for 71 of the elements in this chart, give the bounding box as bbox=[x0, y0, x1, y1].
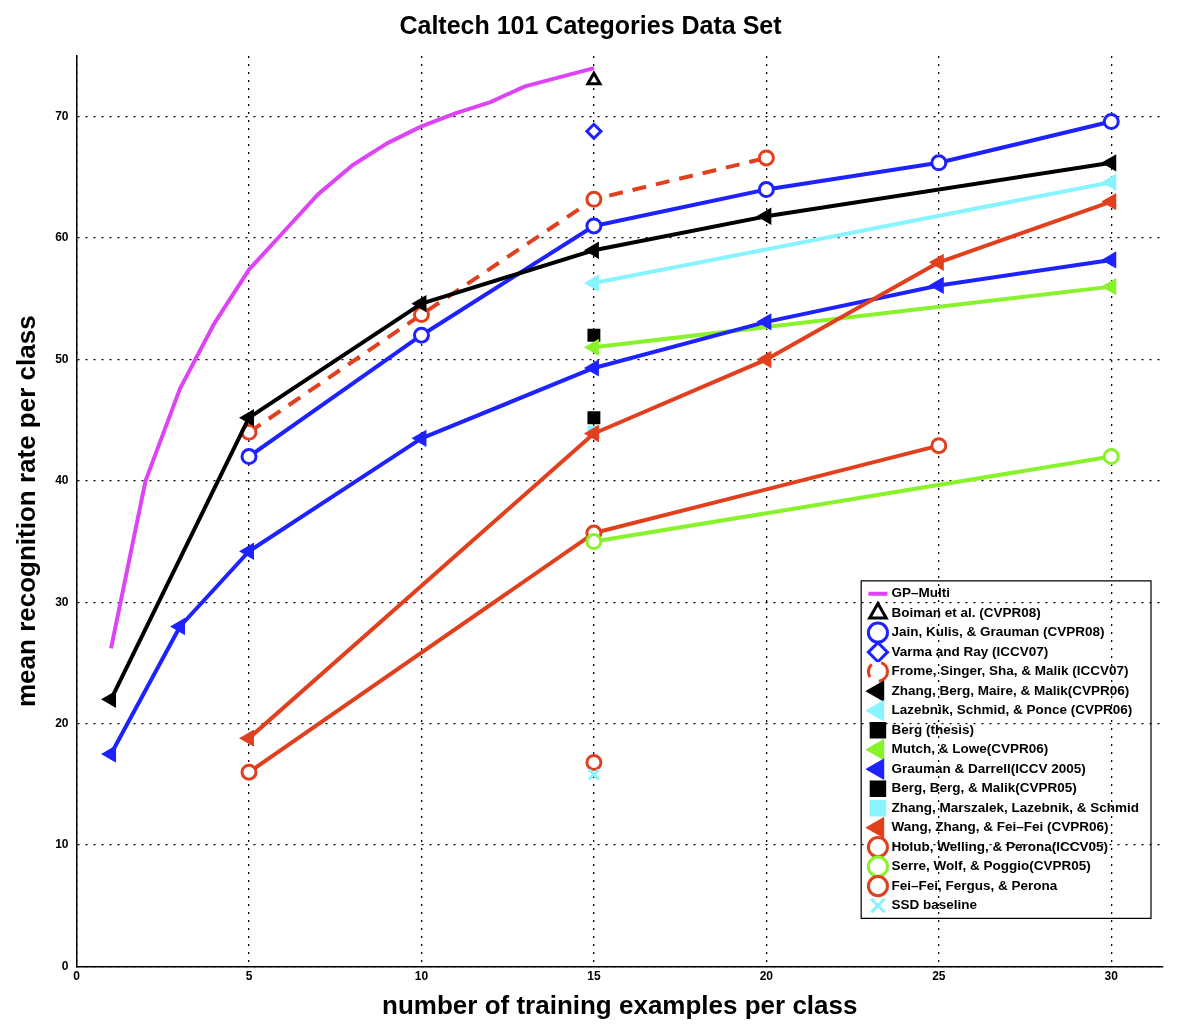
legend-label: Mutch, & Lowe(CVPR06) bbox=[891, 741, 1049, 757]
point bbox=[585, 242, 599, 258]
y-tick-label: 50 bbox=[55, 351, 69, 366]
point bbox=[412, 296, 427, 312]
legend-label: Zhang, Berg, Maire, & Malik(CVPR06) bbox=[891, 682, 1130, 698]
point bbox=[930, 437, 948, 455]
point bbox=[585, 533, 603, 551]
point bbox=[240, 410, 254, 426]
chart-title: Caltech 101 Categories Data Set bbox=[399, 10, 783, 39]
point bbox=[412, 430, 427, 446]
legend-label: Berg (thesis) bbox=[891, 721, 974, 737]
legend-label: Serre, Wolf, & Poggio(CVPR05) bbox=[891, 858, 1091, 874]
point bbox=[240, 448, 258, 466]
x-tick-label: 20 bbox=[759, 968, 774, 983]
point bbox=[240, 763, 258, 781]
point bbox=[102, 746, 117, 762]
legend-label: Holub, Welling, & Perona(ICCV05) bbox=[891, 838, 1108, 854]
point bbox=[585, 360, 599, 376]
point bbox=[930, 254, 944, 270]
legend-label: Varma and Ray (ICCV07) bbox=[891, 643, 1049, 659]
legend-label: SSD baseline bbox=[891, 897, 978, 913]
y-tick-label: 30 bbox=[55, 594, 69, 609]
point bbox=[586, 71, 602, 86]
y-tick-label: 60 bbox=[55, 230, 69, 245]
legend-label: Frome, Singer, Sha, & Malik (ICCV07) bbox=[891, 663, 1129, 679]
x-tick-label: 25 bbox=[932, 968, 946, 983]
point bbox=[412, 326, 430, 344]
point bbox=[1102, 155, 1117, 171]
legend-label: Jain, Kulis, & Grauman (CVPR08) bbox=[891, 624, 1105, 640]
point bbox=[585, 753, 603, 771]
point bbox=[1102, 194, 1117, 210]
point bbox=[585, 122, 603, 140]
y-tick-label: 40 bbox=[55, 473, 69, 488]
x-tick-label: 30 bbox=[1104, 968, 1119, 983]
point bbox=[240, 730, 254, 746]
point bbox=[757, 181, 775, 199]
point bbox=[102, 691, 117, 707]
point bbox=[930, 277, 944, 293]
point bbox=[585, 190, 603, 208]
point bbox=[587, 411, 601, 425]
y-tick-label: 70 bbox=[55, 109, 69, 124]
legend-label: GP–Multi bbox=[891, 585, 950, 601]
point bbox=[240, 543, 254, 559]
legend-label: Wang, Zhang, & Fei–Fei (CVPR06) bbox=[891, 819, 1109, 835]
point bbox=[587, 328, 601, 342]
x-tick-label: 15 bbox=[587, 968, 601, 983]
point bbox=[1102, 113, 1120, 131]
point bbox=[171, 618, 186, 635]
x-tick-label: 10 bbox=[414, 968, 429, 983]
point bbox=[757, 314, 772, 330]
legend-label: Berg, Berg, & Malik(CVPR05) bbox=[891, 780, 1077, 796]
x-axis-title: number of training examples per class bbox=[382, 989, 858, 1020]
y-tick-label: 10 bbox=[55, 837, 69, 852]
legend-label: Zhang, Marszalek, Lazebnik, & Schmid bbox=[891, 799, 1139, 815]
legend-label: Boiman et al. (CVPR08) bbox=[891, 604, 1041, 620]
point bbox=[757, 149, 775, 167]
legend-label: Lazebnik, Schmid, & Ponce (CVPR06) bbox=[891, 702, 1133, 718]
legend-label: Fei–Fei, Fergus, & Perona bbox=[891, 877, 1058, 893]
point bbox=[757, 208, 772, 224]
x-tick-label: 0 bbox=[73, 968, 81, 983]
legend-label: Grauman & Darrell(ICCV 2005) bbox=[891, 760, 1086, 776]
point bbox=[585, 217, 603, 235]
point bbox=[587, 768, 601, 782]
y-tick-label: 20 bbox=[55, 715, 69, 730]
point bbox=[930, 154, 948, 172]
point bbox=[1102, 252, 1117, 268]
y-tick-label: 0 bbox=[61, 958, 69, 973]
y-axis-title: mean recognition rate per class bbox=[10, 315, 41, 707]
point bbox=[1102, 448, 1120, 466]
point bbox=[757, 351, 772, 368]
x-tick-label: 5 bbox=[245, 968, 253, 983]
